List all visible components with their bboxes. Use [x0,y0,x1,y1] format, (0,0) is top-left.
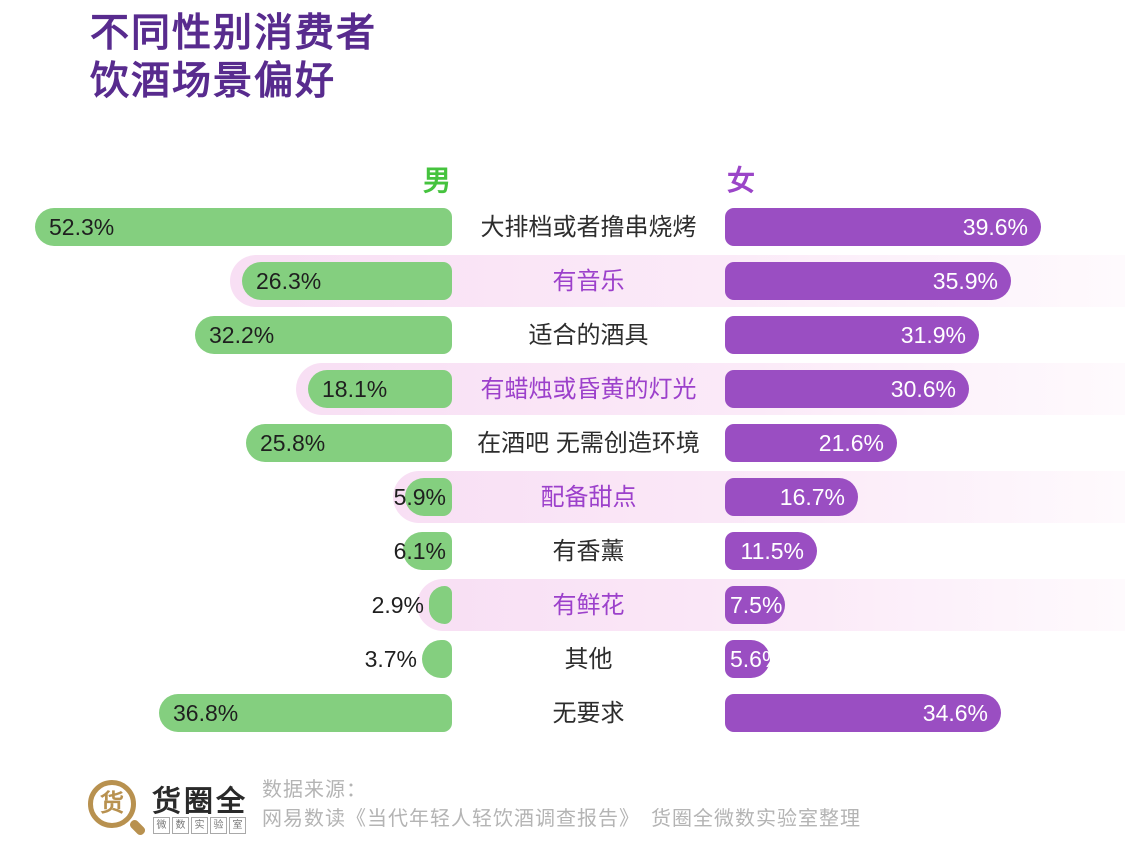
chart-row: 25.8% 在酒吧 无需创造环境 21.6% [0,416,1125,470]
female-bar [725,208,1041,246]
logo-subtitle-char: 室 [229,817,246,834]
chart-row: 32.2% 适合的酒具 31.9% [0,308,1125,362]
legend-female: 女 [727,165,757,196]
male-value-label: 2.9% [371,592,424,618]
male-bar [308,370,452,408]
logo-subtitle: 微数实验室 [153,817,246,834]
category-label: 适合的酒具 [528,322,649,349]
logo-subtitle-char: 微 [153,817,170,834]
magnifier-handle-icon [128,818,147,837]
category-label: 其他 [564,646,613,673]
male-bar [429,586,452,624]
female-bar [725,424,897,462]
magnifier-logo-icon: 货 [88,780,147,837]
female-bar [725,370,969,408]
chart-row: 26.3% 有音乐 35.9% [0,254,1125,308]
legend-male: 男 [422,165,452,196]
source-label: 数据来源： [262,779,367,801]
male-bar [422,640,452,678]
female-value-label: 34.6% [922,700,988,726]
logo-subtitle-char: 验 [210,817,227,834]
chart-row: 2.9% 有鲜花 7.5% [0,578,1125,632]
category-label: 在酒吧 无需创造环境 [477,430,700,457]
category-label: 配备甜点 [540,484,637,511]
male-bar [405,478,452,516]
female-value-label: 7.5% [730,592,783,618]
logo-subtitle-char: 数 [172,817,189,834]
female-value-label: 39.6% [962,214,1028,240]
female-bar [725,478,858,516]
female-bar [725,640,770,678]
category-label: 有鲜花 [552,592,625,619]
male-bar [35,208,452,246]
footer: 货 货圈全 微数实验室 数据来源： 网易数读《当代年轻人轻饮酒调查报告》 货圈全… [0,772,1125,845]
chart-row: 3.7% 其他 5.6% [0,632,1125,686]
female-value-label: 21.6% [818,430,884,456]
chart-row: 5.9% 配备甜点 16.7% [0,470,1125,524]
logo-name: 货圈全 [152,786,249,818]
female-value-label: 30.6% [890,376,956,402]
data-source: 数据来源： 网易数读《当代年轻人轻饮酒调查报告》 货圈全微数实验室整理 [262,776,861,834]
category-label: 有音乐 [552,268,625,295]
male-bar [246,424,452,462]
male-value-label: 5.9% [393,484,446,510]
logo-subtitle-char: 实 [191,817,208,834]
male-bar [242,262,452,300]
logo-glyph: 货 [100,790,124,817]
category-label: 有蜡烛或昏黄的灯光 [480,376,697,403]
category-label: 无要求 [552,700,625,727]
female-value-label: 35.9% [932,268,998,294]
female-bar [725,532,817,570]
category-label: 有香薰 [552,538,625,565]
female-bar [725,262,1011,300]
male-value-label: 26.3% [256,268,322,294]
female-bar [725,694,1001,732]
male-value-label: 25.8% [260,430,326,456]
male-bar [195,316,452,354]
source-detail: 网易数读《当代年轻人轻饮酒调查报告》 货圈全微数实验室整理 [262,808,861,830]
chart-row: 6.1% 有香薰 11.5% [0,524,1125,578]
female-value-label: 11.5% [740,538,804,564]
male-bar [159,694,452,732]
male-value-label: 18.1% [322,376,388,402]
female-bar [725,316,979,354]
female-bar [725,586,785,624]
female-value-label: 31.9% [900,322,966,348]
category-label: 大排档或者撸串烧烤 [480,214,697,241]
huoquanquan-logo: 货 货圈全 微数实验室 [88,778,246,840]
chart-rows: 52.3% 大排档或者撸串烧烤 39.6% 26.3% 有音乐 35.9% 32.2% 适合的… [0,200,1125,740]
female-value-label: 5.6% [730,646,783,672]
male-bar [403,532,452,570]
male-value-label: 36.8% [173,700,239,726]
page-title-line2: 饮酒场景偏好 [90,60,337,103]
chart-row: 36.8% 无要求 34.6% [0,686,1125,740]
chart-row: 18.1% 有蜡烛或昏黄的灯光 30.6% [0,362,1125,416]
page-title-line1: 不同性别消费者 [90,12,378,55]
female-value-label: 16.7% [779,484,845,510]
male-value-label: 6.1% [393,538,446,564]
male-value-label: 52.3% [49,214,115,240]
chart-row: 52.3% 大排档或者撸串烧烤 39.6% [0,200,1125,254]
male-value-label: 3.7% [364,646,417,672]
male-value-label: 32.2% [209,322,275,348]
page-title: 不同性别消费者 饮酒场景偏好 [90,10,377,106]
